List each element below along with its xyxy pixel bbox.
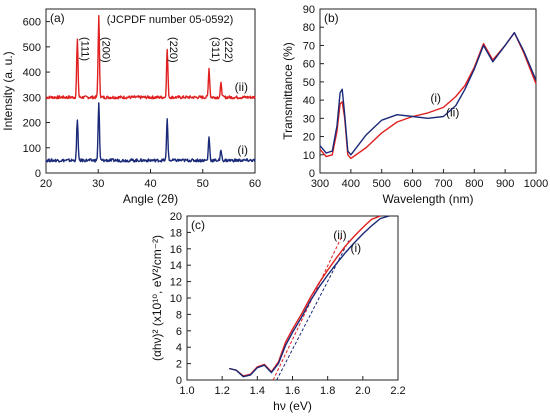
y-tick-label: 20 <box>170 211 182 223</box>
plot-frame-a <box>45 8 256 174</box>
series-label: (i) <box>237 143 248 157</box>
y-tick-label: 14 <box>170 260 182 272</box>
x-tick-label: 20 <box>40 178 52 190</box>
y-tick-label: 12 <box>170 277 182 289</box>
y-tick-label: 18 <box>170 227 182 239</box>
xrd-series-line-i <box>45 102 256 163</box>
y-tick-label: 200 <box>23 118 41 130</box>
peak-label: (111) <box>78 37 90 61</box>
x-tick-label: 40 <box>144 178 156 190</box>
peak-label: (200) <box>99 37 111 63</box>
x-tick-label: 1.0 <box>179 385 194 397</box>
plot-frame-b <box>319 8 537 174</box>
x-tick-label: 50 <box>197 178 209 190</box>
y-tick-label: 0 <box>176 375 182 387</box>
transmittance-series-line-i <box>319 32 537 160</box>
peak-label: (222) <box>222 37 234 63</box>
y-tick-label: 10 <box>303 150 315 162</box>
y-tick-label: 90 <box>303 4 315 16</box>
panel-label: (c) <box>191 218 205 232</box>
y-tick-label: 10 <box>170 293 182 305</box>
y-tick-label: 500 <box>23 42 41 54</box>
panel-label: (b) <box>324 11 339 25</box>
x-tick-label: 800 <box>465 178 483 190</box>
tauc-series-line-i <box>229 215 390 378</box>
y-tick-label: 0 <box>35 168 41 180</box>
transmittance-series-line-ii <box>319 32 537 156</box>
peak-label: (220) <box>167 37 179 63</box>
plot-frame-c <box>186 215 399 381</box>
y-tick-label: 20 <box>303 132 315 144</box>
xrd-series-line-ii <box>45 14 256 100</box>
series-label: (i) <box>430 91 441 105</box>
series-label: (i) <box>350 241 361 255</box>
peak-label: (311) <box>209 37 221 62</box>
x-axis-label: hν (eV) <box>273 399 312 413</box>
series-label: (ii) <box>235 80 248 94</box>
y-tick-label: 300 <box>23 92 41 104</box>
y-tick-label: 80 <box>303 22 315 34</box>
y-tick-label: 6 <box>176 326 182 338</box>
x-axis-label: Angle (2θ) <box>123 192 178 206</box>
y-tick-label: 16 <box>170 244 182 256</box>
y-tick-label: 400 <box>23 67 41 79</box>
x-tick-label: 60 <box>249 178 261 190</box>
x-axis-label: Wavelength (nm) <box>383 192 474 206</box>
y-axis-label: Intensity (a. u.) <box>1 51 15 130</box>
x-tick-label: 700 <box>434 178 452 190</box>
y-tick-label: 8 <box>176 309 182 321</box>
y-tick-label: 100 <box>23 143 41 155</box>
y-tick-label: 60 <box>303 59 315 71</box>
y-tick-label: 2 <box>176 359 182 371</box>
y-tick-label: 40 <box>303 95 315 107</box>
series-label: (ii) <box>333 228 346 242</box>
x-tick-label: 1.8 <box>320 385 335 397</box>
x-tick-label: 600 <box>403 178 421 190</box>
x-tick-label: 1.4 <box>250 385 265 397</box>
x-tick-label: 1.2 <box>215 385 230 397</box>
y-tick-label: 4 <box>176 342 182 354</box>
x-tick-label: 2.0 <box>355 385 370 397</box>
y-axis-label: Transmittance (%) <box>281 42 295 140</box>
x-tick-label: 2.2 <box>390 385 405 397</box>
annotation-jcpdf: (JCPDF number 05-0592) <box>107 14 234 26</box>
x-tick-label: 1.6 <box>285 385 300 397</box>
fit-line-dashed <box>272 236 343 381</box>
x-tick-label: 900 <box>496 178 514 190</box>
panel-label: (a) <box>50 11 65 25</box>
x-tick-label: 300 <box>311 178 329 190</box>
y-tick-label: 30 <box>303 113 315 125</box>
y-tick-label: 0 <box>309 168 315 180</box>
x-tick-label: 30 <box>92 178 104 190</box>
y-tick-label: 50 <box>303 77 315 89</box>
series-label: (ii) <box>446 106 459 120</box>
y-tick-label: 70 <box>303 40 315 52</box>
y-axis-label: (αhν)² (x10¹⁰, eV²/cm⁻²) <box>150 235 164 361</box>
x-tick-label: 400 <box>342 178 360 190</box>
x-tick-label: 500 <box>373 178 391 190</box>
x-tick-label: 1000 <box>524 178 548 190</box>
y-tick-label: 600 <box>23 17 41 29</box>
